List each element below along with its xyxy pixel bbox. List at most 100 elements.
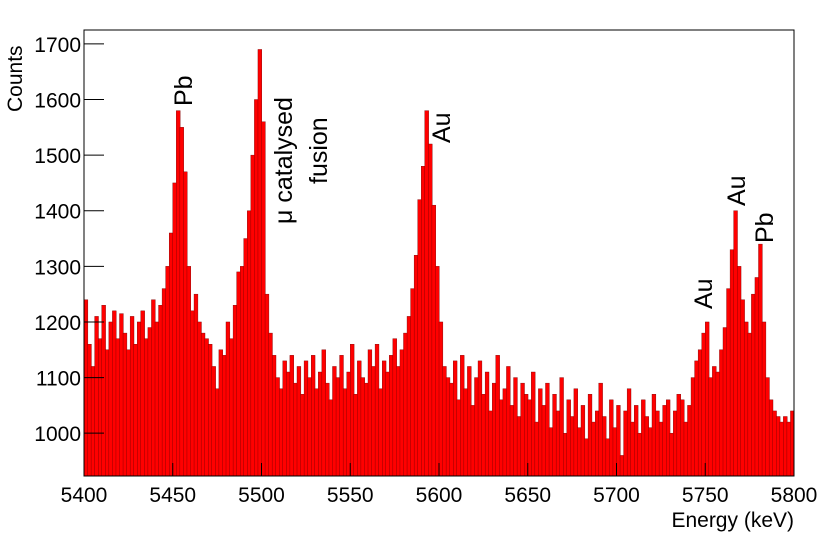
bar — [83, 299, 89, 477]
bar — [616, 405, 621, 477]
bar — [275, 377, 280, 477]
y-tick-label: 1100 — [36, 368, 81, 391]
bar — [321, 349, 326, 477]
bar — [687, 405, 692, 477]
bar — [531, 371, 536, 477]
bar — [151, 299, 156, 477]
x-tick-label: 5450 — [149, 484, 196, 507]
bar — [374, 344, 380, 477]
bar — [424, 110, 429, 477]
bar — [360, 377, 365, 477]
bar — [676, 394, 681, 477]
bar — [403, 332, 408, 477]
bar — [296, 366, 302, 477]
x-tick-label: 5600 — [416, 484, 463, 507]
bar — [438, 321, 444, 477]
bar — [392, 338, 397, 477]
bar — [761, 321, 767, 477]
bar — [566, 399, 571, 477]
bar — [286, 371, 291, 477]
bar — [513, 377, 518, 477]
bar — [609, 399, 614, 477]
bar — [779, 421, 784, 477]
bar — [715, 371, 720, 477]
y-tick-label: 1700 — [34, 34, 81, 57]
bar — [303, 360, 309, 477]
bar — [396, 366, 401, 477]
bar — [598, 382, 603, 477]
bar — [651, 394, 657, 477]
bar — [346, 371, 351, 477]
bar — [456, 399, 461, 477]
bar — [591, 421, 596, 477]
bar — [680, 399, 685, 477]
bar — [733, 210, 738, 477]
bar — [339, 355, 344, 477]
bar — [786, 421, 791, 477]
bar — [552, 394, 557, 477]
bar — [602, 416, 607, 477]
bar — [179, 127, 184, 477]
bar — [502, 388, 507, 477]
bar — [449, 382, 454, 477]
bar — [662, 405, 667, 477]
bar — [332, 366, 337, 477]
bar — [626, 388, 632, 477]
bar — [364, 382, 369, 477]
bar — [406, 316, 412, 477]
bar — [470, 405, 476, 477]
bar — [158, 305, 163, 477]
bar — [595, 410, 600, 477]
annotation: fusion — [305, 117, 333, 184]
bar — [442, 366, 447, 477]
bar — [683, 421, 689, 477]
bar — [740, 299, 745, 477]
bar — [754, 277, 760, 477]
bar — [431, 204, 436, 477]
bar — [257, 49, 263, 477]
bar — [474, 377, 479, 477]
bar — [484, 371, 490, 477]
bar — [378, 388, 383, 477]
bar — [417, 199, 422, 477]
bar — [410, 288, 415, 477]
bar — [371, 366, 376, 477]
x-tick-label: 5800 — [771, 484, 818, 507]
bar — [453, 360, 458, 477]
bar — [229, 338, 234, 477]
bar — [516, 416, 522, 477]
x-tick-label: 5400 — [61, 484, 108, 507]
bar — [232, 305, 238, 477]
bar — [254, 99, 259, 477]
bar — [705, 321, 710, 477]
bar — [435, 266, 440, 477]
bar — [382, 360, 387, 477]
bar — [236, 271, 241, 477]
bar — [225, 321, 231, 477]
bar — [105, 349, 110, 477]
bar — [190, 310, 195, 477]
bar — [772, 410, 777, 477]
bar — [527, 399, 532, 477]
bar — [768, 399, 774, 477]
annotation: Au — [723, 175, 751, 206]
bar — [325, 382, 330, 477]
bar — [506, 366, 511, 477]
bar — [637, 432, 642, 477]
bar — [477, 360, 483, 477]
bar — [307, 377, 312, 477]
x-tick-label: 5750 — [682, 484, 729, 507]
bar — [314, 388, 319, 477]
bar — [729, 249, 735, 477]
bar — [279, 388, 284, 477]
bar — [644, 416, 649, 477]
bar — [648, 427, 653, 477]
bar — [758, 243, 763, 477]
bar — [293, 382, 298, 477]
bar — [94, 316, 99, 477]
bar — [115, 338, 120, 477]
bar — [243, 238, 248, 477]
bar — [389, 355, 394, 477]
bar — [300, 394, 305, 477]
bar — [193, 293, 199, 477]
